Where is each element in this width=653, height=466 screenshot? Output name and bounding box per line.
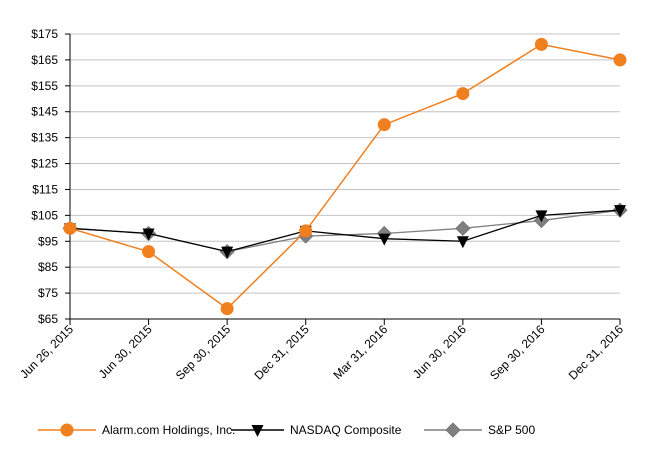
gridlines [70, 33, 620, 320]
y-tick-label: $165 [31, 53, 58, 67]
series-line [69, 43, 621, 310]
x-tick-label: Jun 30, 2015 [96, 322, 155, 381]
data-point [142, 245, 156, 259]
data-point [377, 118, 391, 132]
data-point [220, 302, 234, 316]
x-tick-label: Jun 26, 2015 [17, 322, 76, 381]
y-tick-label: $145 [31, 105, 58, 119]
y-tick-label: $95 [38, 234, 58, 248]
data-point [455, 220, 471, 236]
y-tick-label: $85 [38, 260, 58, 274]
x-tick-label: Dec 31, 2016 [566, 322, 627, 383]
legend-marker [60, 423, 74, 437]
data-point [456, 87, 470, 101]
data-point [299, 224, 313, 238]
y-tick-label: $75 [38, 286, 58, 300]
y-tick-label: $155 [31, 79, 58, 93]
y-tick-label: $135 [31, 131, 58, 145]
y-tick-label: $65 [38, 312, 58, 326]
legend-item-nasdaq-composite: NASDAQ Composite [231, 423, 402, 437]
y-axis: $65 $75 $85 $95 $105 $115 $125 $135 $145 $155 $165… [31, 27, 71, 326]
data-point [614, 205, 626, 218]
series-alarm-com-holdings-inc [63, 37, 627, 316]
y-tick-label: $125 [31, 157, 58, 171]
series-layer [62, 37, 628, 316]
y-tick-label: $175 [31, 27, 58, 41]
data-point [221, 246, 234, 259]
legend-label: Alarm.com Holdings, Inc. [102, 423, 235, 437]
legend-item-alarm-com-holdings-inc: Alarm.com Holdings, Inc. [38, 423, 235, 437]
legend-label: NASDAQ Composite [290, 423, 402, 437]
legend-item-s-p-500: S&P 500 [424, 422, 535, 438]
data-point [535, 210, 548, 223]
y-tick-label: $105 [31, 208, 58, 222]
x-tick-label: Sep 30, 2015 [173, 322, 234, 383]
data-point [378, 233, 391, 246]
x-axis: Jun 26, 2015 Jun 30, 2015 Sep 30, 2015 Dec … [17, 318, 627, 383]
legend-label: S&P 500 [488, 423, 535, 437]
x-tick-label: Sep 30, 2016 [487, 322, 548, 383]
x-tick-label: Mar 31, 2016 [331, 322, 391, 382]
legend: Alarm.com Holdings, Inc. NASDAQ Composite… [38, 422, 535, 438]
data-point [142, 228, 155, 241]
data-point [63, 221, 77, 235]
x-tick-label: Dec 31, 2015 [251, 322, 312, 383]
series-line [69, 209, 621, 253]
data-point [534, 37, 548, 51]
legend-marker [445, 422, 461, 438]
x-tick-label: Jun 30, 2016 [410, 322, 469, 381]
legend-marker [251, 425, 264, 437]
data-point [613, 53, 627, 67]
data-point [456, 236, 469, 249]
y-tick-label: $115 [32, 182, 58, 196]
